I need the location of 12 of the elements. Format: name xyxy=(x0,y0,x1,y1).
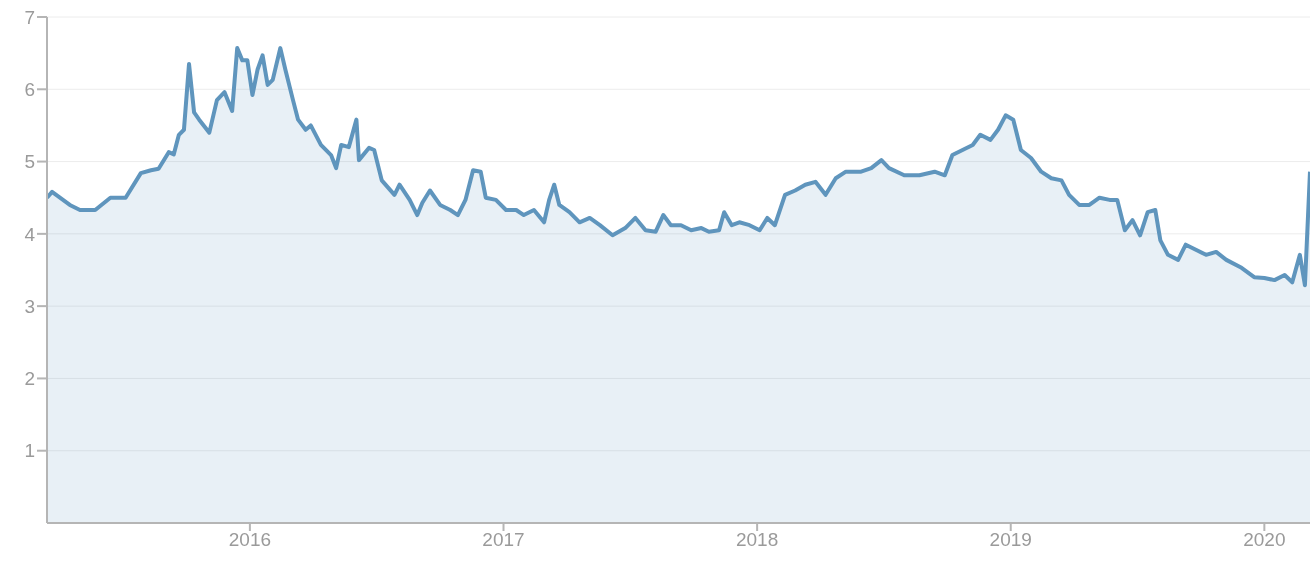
y-tick-label: 6 xyxy=(24,79,35,101)
y-tick-label: 3 xyxy=(24,295,35,317)
x-tick-label: 2018 xyxy=(735,529,779,551)
x-tick-label: 2016 xyxy=(228,529,272,551)
y-tick-label: 2 xyxy=(24,368,35,390)
x-tick-label: 2019 xyxy=(989,529,1032,551)
x-tick-label: 2017 xyxy=(482,529,525,551)
y-tick-label: 4 xyxy=(24,223,36,245)
y-tick-label: 1 xyxy=(24,440,35,462)
y-tick-label: 7 xyxy=(24,6,35,28)
y-tick-label: 5 xyxy=(24,151,35,173)
x-tick-label: 2020 xyxy=(1243,529,1286,551)
